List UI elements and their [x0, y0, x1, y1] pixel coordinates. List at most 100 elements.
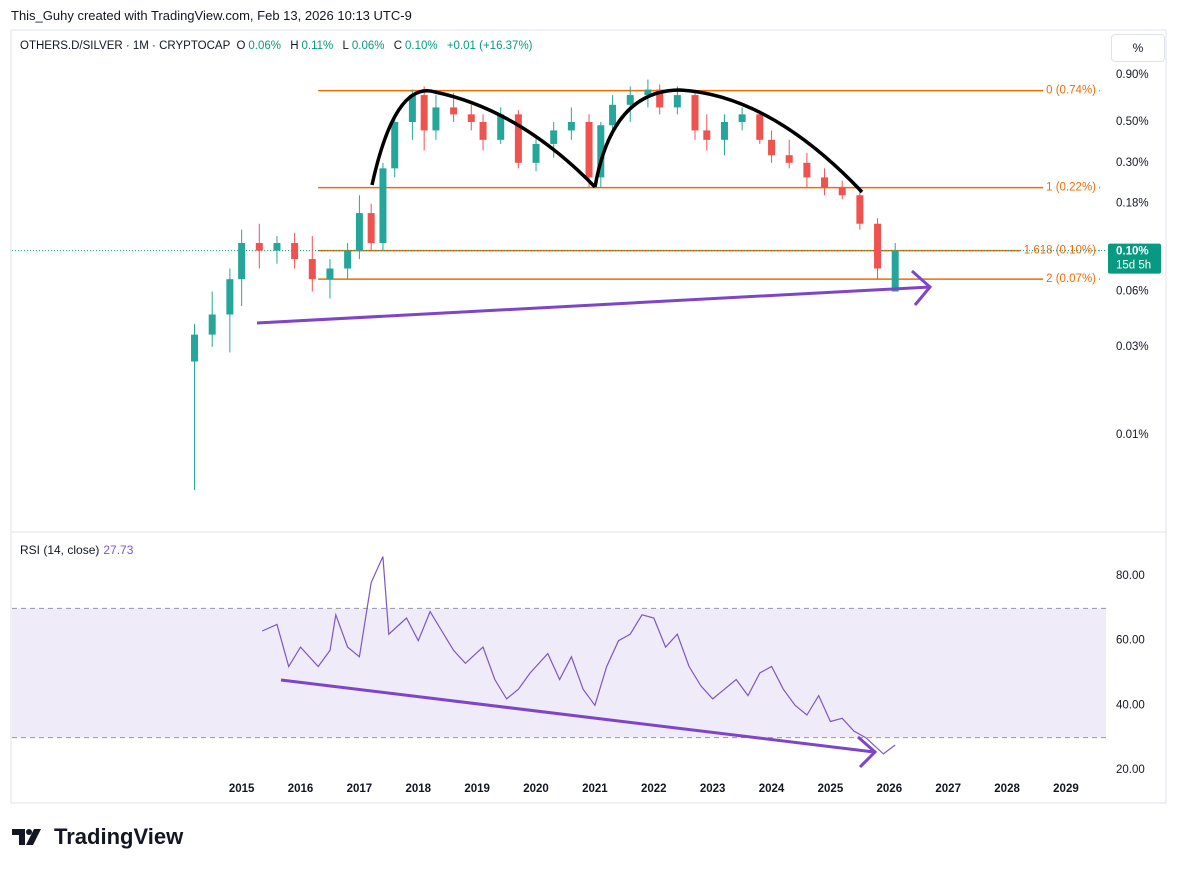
fib-label: 0 (0.74%) — [1046, 85, 1096, 97]
x-tick-label: 2019 — [464, 783, 490, 795]
c-value: 0.10% — [405, 40, 438, 52]
candle-body — [738, 114, 746, 122]
trend-arrow — [280, 678, 878, 769]
x-tick-label: 2024 — [759, 783, 785, 795]
candle-body — [703, 130, 711, 140]
candle-body — [450, 107, 458, 115]
candle-body — [479, 121, 487, 140]
fib-label-bg — [1043, 83, 1100, 98]
candle-body — [550, 130, 558, 144]
l-value: 0.06% — [351, 40, 385, 52]
candle-body — [432, 107, 440, 131]
ohlc: H 0.11% — [290, 40, 336, 52]
h-label: H — [290, 40, 299, 52]
rsi-value: 27.73 — [103, 543, 134, 557]
arc-drawing — [593, 88, 864, 194]
rsi-tick-label: 80.00 — [1116, 570, 1145, 582]
rsi-band-group — [12, 607, 1106, 739]
x-tick-label: 2018 — [405, 783, 431, 795]
logo: TradingView — [12, 824, 183, 850]
candle-body — [238, 243, 246, 280]
credit: This_Guhy created with TradingView.com, … — [11, 8, 412, 23]
l-label: L — [342, 40, 349, 52]
candle-body — [391, 121, 399, 169]
o-value: 0.06% — [248, 40, 281, 52]
y-tick-label: 0.18% — [1116, 198, 1149, 210]
x-tick-label: 2020 — [523, 783, 549, 795]
y-tick-label: 0.90% — [1116, 69, 1149, 81]
candle-body — [226, 279, 234, 315]
fib-label-bg — [1043, 272, 1100, 287]
main-pane: 0 (0.74%)1 (0.22%)1.618 (0.10%)2 (0.07%) — [12, 79, 1106, 491]
o-label: O — [236, 40, 246, 52]
x-tick-label: 2015 — [229, 783, 255, 795]
candle-body — [656, 89, 664, 108]
candle-body — [874, 223, 882, 269]
fib-label: 2 (0.07%) — [1046, 273, 1096, 285]
rsi-tick-label: 60.00 — [1116, 635, 1145, 647]
rsi-tick-label: 40.00 — [1116, 699, 1145, 711]
candle-body — [497, 114, 505, 140]
candle-body — [326, 268, 334, 280]
y-tick-label: 0.50% — [1116, 116, 1149, 128]
candle-body — [673, 95, 681, 108]
frame — [10, 29, 1167, 804]
rsi-header: RSI (14, close) 27.73 — [20, 543, 133, 557]
trend-arrow — [256, 269, 933, 325]
candle-body — [803, 162, 811, 178]
candle-body — [768, 139, 776, 156]
candle-body — [191, 334, 199, 362]
candle-body — [691, 95, 699, 131]
candle-body — [856, 195, 864, 224]
candle-body — [609, 104, 617, 126]
candle-body — [514, 114, 522, 163]
ohlc: O 0.06% — [236, 40, 284, 52]
candle-body — [891, 250, 899, 292]
y-tick-label: 0.06% — [1116, 286, 1149, 298]
scale-button[interactable]: % — [1111, 34, 1165, 62]
candle-body — [355, 213, 363, 251]
candle-body — [208, 314, 216, 335]
candle-body — [291, 243, 299, 260]
candle-body — [821, 177, 829, 188]
logo-icon — [12, 829, 41, 845]
candle-body — [408, 95, 416, 122]
x-tick-label: 2027 — [935, 783, 961, 795]
y-tick-label: 0.03% — [1116, 341, 1149, 353]
candle-body — [532, 143, 540, 163]
candle-body — [756, 114, 764, 140]
candle-body — [344, 250, 352, 269]
candle-body — [585, 121, 593, 178]
c-label: C — [393, 40, 403, 52]
candle-body — [597, 125, 605, 178]
h-value: 0.11% — [301, 40, 334, 52]
candle-body — [255, 243, 263, 251]
last-price-tag — [1108, 243, 1161, 274]
x-tick-label: 2022 — [641, 783, 667, 795]
candle-body — [308, 259, 316, 280]
rsi-band — [12, 608, 1106, 738]
rsi-line — [261, 556, 896, 755]
last-price-label: 0.10% — [1116, 246, 1149, 258]
rsi-title: RSI (14, close) — [20, 543, 100, 557]
x-tick-label: 2016 — [288, 783, 314, 795]
x-tick-label: 2021 — [582, 783, 608, 795]
candle-body — [644, 89, 652, 96]
candle-body — [420, 95, 428, 131]
symbol: OTHERS.D/SILVER · 1M · CRYPTOCAP — [20, 40, 231, 52]
candle-body — [273, 243, 281, 251]
logo-text: TradingView — [54, 824, 184, 849]
y-tick-label: 0.30% — [1116, 157, 1149, 169]
y-tick-label: 0.01% — [1116, 429, 1149, 441]
fib-label: 1 (0.22%) — [1046, 182, 1096, 194]
ohlc: L 0.06% — [342, 40, 387, 52]
candle-body — [467, 114, 475, 122]
candle-body — [379, 168, 387, 244]
change: +0.01 (+16.37%) — [446, 40, 533, 52]
fib-label-bg — [1043, 180, 1100, 195]
candle-body — [367, 213, 375, 244]
candle-body — [626, 95, 634, 105]
arc-drawing — [370, 89, 597, 189]
